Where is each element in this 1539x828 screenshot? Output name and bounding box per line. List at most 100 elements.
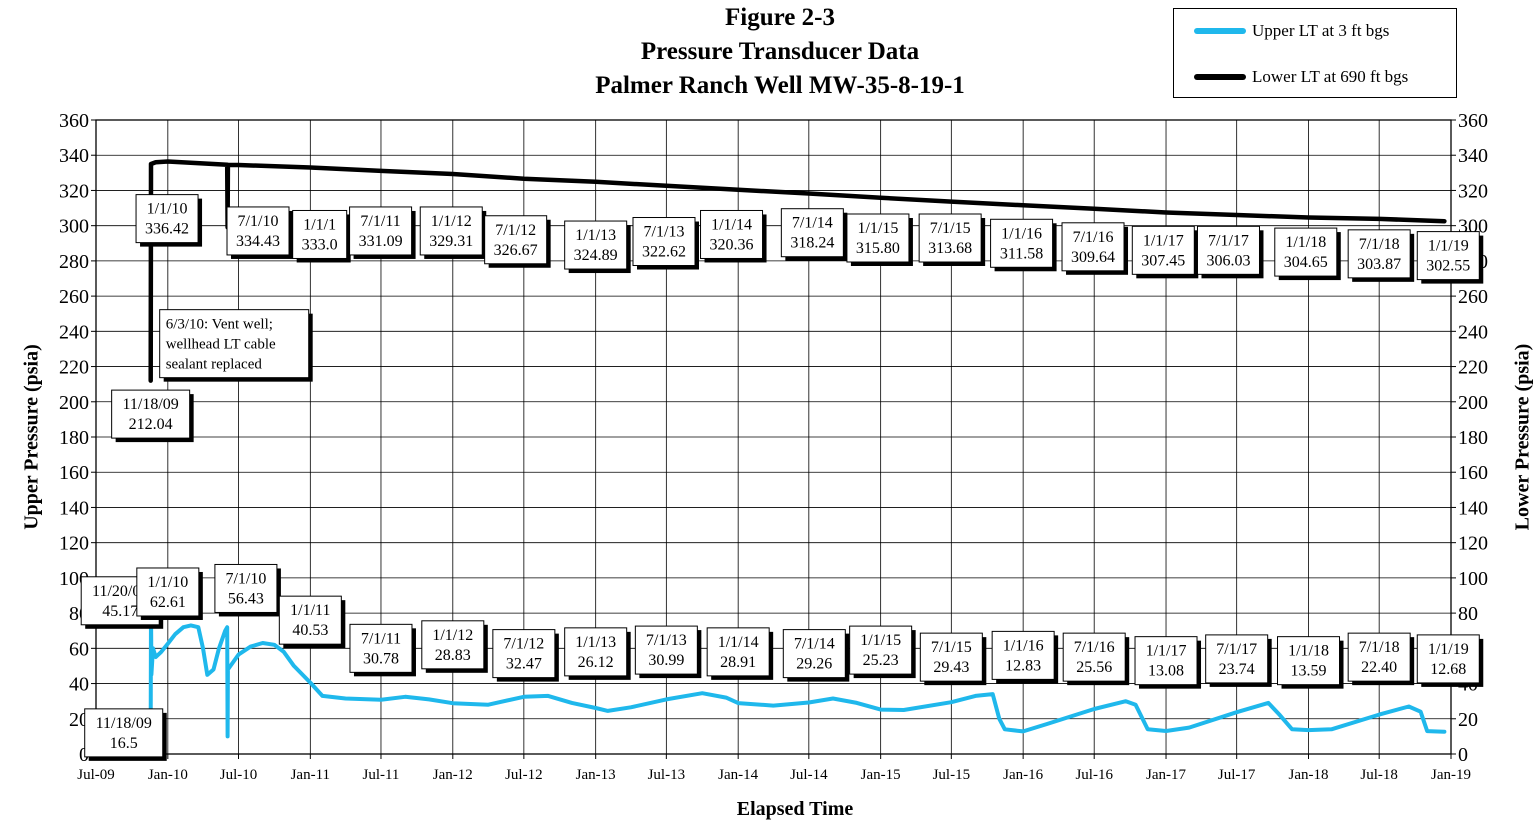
series-line-upper (148, 602, 1447, 739)
callout-box (990, 218, 1054, 268)
callout-label: 1/1/14 (711, 216, 752, 233)
callout-box (1062, 632, 1126, 682)
y-tick-label-right: 180 (1458, 427, 1488, 449)
x-tick-label: Jul-12 (505, 767, 543, 783)
y-tick-label-right: 120 (1458, 533, 1488, 555)
callout-label: 1/1/16 (1003, 637, 1044, 654)
callout-label: 7/1/11 (361, 630, 401, 647)
y-tick-label-left: 160 (59, 462, 89, 484)
x-tick-label: Jan-11 (291, 767, 330, 783)
callout-label: 7/1/14 (792, 215, 833, 232)
callout-label: 1/1/19 (1428, 238, 1469, 255)
callout-box (349, 623, 413, 673)
y-tick-label-left: 20 (69, 709, 89, 731)
callout-label: 45.17 (102, 603, 138, 620)
callout-label: 302.55 (1426, 258, 1470, 275)
legend-label-lower: Lower LT at 690 ft bgs (1252, 67, 1409, 86)
callout-box (564, 627, 628, 677)
callout-label: 25.23 (863, 652, 899, 669)
callout-box (564, 220, 628, 270)
y-tick-label-left: 320 (59, 180, 89, 202)
y-tick-label-right: 320 (1458, 180, 1488, 202)
y-tick-label-left: 60 (69, 638, 89, 660)
x-tick-label: Jul-14 (790, 767, 828, 783)
callout-label: 7/1/16 (1073, 229, 1114, 246)
callout-label: 1/1/17 (1143, 232, 1184, 249)
x-tick-label: Jan-16 (1003, 767, 1043, 783)
callout-label: 306.03 (1206, 252, 1250, 269)
y-tick-label-left: 180 (59, 427, 89, 449)
callout-label: 40.53 (292, 622, 328, 639)
plot-frame (95, 119, 1452, 755)
callout-label: 212.04 (129, 416, 173, 433)
callout-label: 1/1/14 (718, 634, 759, 651)
callout-box (421, 620, 485, 670)
callout-label: sealant replaced (166, 357, 263, 373)
callout-box (1196, 225, 1260, 275)
callout-box (1131, 225, 1195, 275)
callout-label: 1/1/18 (1285, 234, 1326, 251)
callout-label: 324.89 (574, 247, 618, 264)
y-tick-label-right: 260 (1458, 286, 1488, 308)
legend-entry-lower: Lower LT at 690 ft bgs (1194, 65, 1408, 89)
callout-label: 1/1/17 (1146, 643, 1187, 660)
callout-box (1416, 231, 1480, 281)
callout-label: 334.43 (236, 233, 280, 250)
y-tick-label-left: 300 (59, 216, 89, 238)
callout-box (1347, 632, 1411, 682)
callout-label: 1/1/18 (1288, 643, 1329, 660)
callout-label: 30.78 (363, 650, 399, 667)
callout-box (349, 206, 413, 256)
callout-label: 304.65 (1284, 254, 1328, 271)
callout-label: 7/1/12 (495, 222, 536, 239)
callout-box (159, 309, 310, 379)
callout-label: 307.45 (1141, 252, 1185, 269)
callout-label: wellhead LT cable (166, 337, 276, 353)
legend-swatch-lower (1194, 74, 1246, 80)
callout-box (782, 629, 846, 679)
callout-box (632, 217, 696, 267)
x-axis-label: Elapsed Time (736, 798, 854, 820)
y-tick-label-left: 200 (59, 392, 89, 414)
x-tick-label: Jan-14 (718, 767, 758, 783)
y-tick-label-right: 0 (1458, 744, 1468, 766)
x-tick-label: Jul-10 (220, 767, 258, 783)
chart-legend: Upper LT at 3 ft bgs Lower LT at 690 ft … (1173, 8, 1457, 98)
callout-label: 7/1/10 (225, 570, 266, 587)
callout-box (1205, 634, 1269, 684)
callout-box (1061, 222, 1125, 272)
callout-label: 1/1/13 (575, 227, 616, 244)
y-tick-label-left: 40 (69, 674, 89, 696)
callout-box (1274, 227, 1338, 277)
x-tick-label: Jan-12 (433, 767, 473, 783)
x-tick-label: Jul-17 (1218, 767, 1256, 783)
callout-box (1134, 636, 1198, 686)
y-tick-label-left: 0 (79, 744, 89, 766)
callout-label: 311.58 (1000, 245, 1043, 262)
legend-label-upper: Upper LT at 3 ft bgs (1252, 21, 1390, 40)
x-tick-label: Jan-10 (148, 767, 188, 783)
callout-label: 29.26 (796, 656, 832, 673)
callout-label: 329.31 (429, 233, 473, 250)
callout-label: 26.12 (578, 654, 614, 671)
callout-box (492, 629, 556, 679)
y-tick-label-right: 200 (1458, 392, 1488, 414)
y-tick-label-right: 160 (1458, 462, 1488, 484)
callout-box (1416, 634, 1480, 684)
callout-label: 7/1/13 (646, 632, 687, 649)
y-tick-label-right: 340 (1458, 145, 1488, 167)
callout-label: 7/1/17 (1208, 232, 1249, 249)
x-tick-label: Jul-11 (362, 767, 399, 783)
y-tick-label-left: 280 (59, 251, 89, 273)
callout-label: 12.68 (1430, 661, 1466, 678)
callout-label: 1/1/1 (303, 216, 336, 233)
callout-box (1277, 636, 1341, 686)
callout-label: 318.24 (790, 235, 834, 252)
legend-entry-upper: Upper LT at 3 ft bgs (1194, 19, 1389, 43)
x-tick-label: Jul-15 (933, 767, 971, 783)
callout-label: 22.40 (1361, 659, 1397, 676)
callout-label: 309.64 (1071, 249, 1115, 266)
callout-box (84, 708, 164, 758)
callout-label: 32.47 (506, 656, 542, 673)
